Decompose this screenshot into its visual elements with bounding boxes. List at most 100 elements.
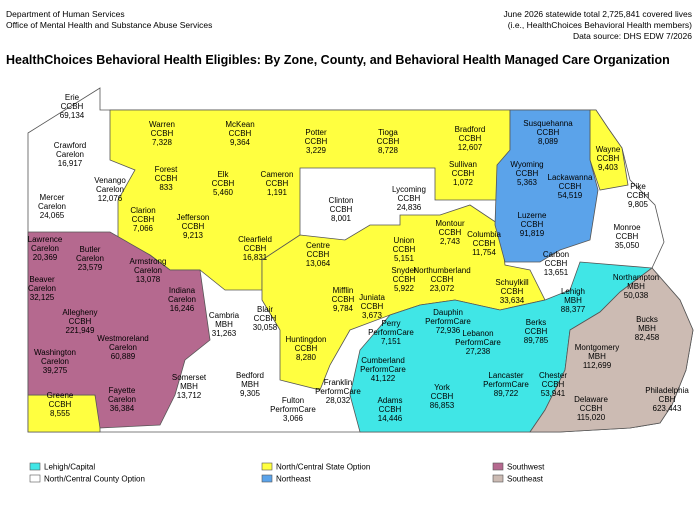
county-lives: 8,280 bbox=[296, 353, 317, 362]
county-label: Montgomery MBH 112,699 bbox=[575, 343, 619, 370]
county-name: Bedford bbox=[236, 371, 264, 380]
county-org: CCBH bbox=[398, 194, 421, 203]
county-label: Union CCBH 5,151 bbox=[393, 236, 416, 263]
note-line: (i.e., HealthChoices Behavioral Health m… bbox=[508, 20, 692, 30]
county-name: Cameron bbox=[261, 170, 294, 179]
county-name: McKean bbox=[225, 120, 254, 129]
county-org: PerformCare bbox=[360, 365, 406, 374]
county-label: Indiana Carelon 16,246 bbox=[168, 286, 196, 313]
county-label: Franklin PerformCare 28,032 bbox=[315, 378, 361, 405]
county-name: Clinton bbox=[329, 196, 354, 205]
county-name: Centre bbox=[306, 241, 331, 250]
county-lives: 72,936 bbox=[436, 326, 461, 335]
county-org: CCBH bbox=[516, 169, 539, 178]
county-name: Monroe bbox=[613, 223, 641, 232]
county-name: Mifflin bbox=[333, 286, 354, 295]
county-label: Schuylkill CCBH 33,634 bbox=[495, 278, 529, 305]
county-name: Somerset bbox=[172, 373, 207, 382]
county-label: Lawrence Carelon 20,369 bbox=[28, 235, 63, 262]
county-label: Tioga CCBH 8,728 bbox=[377, 128, 400, 155]
county-org: PerformCare bbox=[483, 380, 529, 389]
county-label: Dauphin PerformCare 72,936 bbox=[425, 308, 471, 335]
county-label: Lebanon PerformCare 27,238 bbox=[455, 329, 501, 356]
county-lives: 86,853 bbox=[430, 401, 455, 410]
county-name: Indiana bbox=[169, 286, 196, 295]
county-org: MBH bbox=[564, 296, 582, 305]
county-name: Columbia bbox=[467, 230, 501, 239]
county-label: Bedford MBH 9,305 bbox=[236, 371, 264, 398]
county-name: Lackawanna bbox=[548, 173, 593, 182]
county-org: MBH bbox=[215, 320, 233, 329]
county-label: Monroe CCBH 35,050 bbox=[613, 223, 641, 250]
county-label: Snyder CCBH 5,922 bbox=[391, 266, 417, 293]
county-org: CCBH bbox=[295, 344, 318, 353]
county-org: Carelon bbox=[109, 343, 137, 352]
county-org: Carelon bbox=[38, 202, 66, 211]
county-name: Elk bbox=[217, 170, 229, 179]
county-org: CCBH bbox=[542, 380, 565, 389]
county-name: Lawrence bbox=[28, 235, 63, 244]
county-label: Jefferson CCBH 9,213 bbox=[177, 213, 210, 240]
county-name: Lebanon bbox=[462, 329, 493, 338]
org-line: Office of Mental Health and Substance Ab… bbox=[6, 20, 212, 30]
county-org: CCBH bbox=[69, 317, 92, 326]
county-org: CCBH bbox=[597, 154, 620, 163]
county-label: Lackawanna CCBH 54,519 bbox=[548, 173, 593, 200]
county-label: Erie CCBH 69,134 bbox=[60, 93, 85, 120]
county-lives: 8,555 bbox=[50, 409, 71, 418]
county-lives: 24,065 bbox=[40, 211, 65, 220]
county-name: Potter bbox=[305, 128, 327, 137]
county-lives: 9,805 bbox=[628, 200, 649, 209]
legend-swatch bbox=[492, 474, 504, 483]
county-label: Cameron CCBH 1,191 bbox=[261, 170, 294, 197]
county-label: Greene CCBH 8,555 bbox=[47, 391, 74, 418]
county-lives: 23,579 bbox=[78, 263, 103, 272]
county-label: Luzerne CCBH 91,819 bbox=[518, 211, 547, 238]
county-name: Montgomery bbox=[575, 343, 619, 352]
county-org: CCBH bbox=[452, 169, 475, 178]
zone-region bbox=[27, 231, 211, 429]
county-lives: 3,229 bbox=[306, 146, 327, 155]
county-label: Centre CCBH 13,064 bbox=[306, 241, 331, 268]
legend-label: North/Central County Option bbox=[44, 475, 145, 484]
county-lives: 89,785 bbox=[524, 336, 549, 345]
county-name: Franklin bbox=[324, 378, 352, 387]
county-name: Montour bbox=[435, 219, 465, 228]
county-org: Carelon bbox=[168, 295, 196, 304]
note-line: Data source: DHS EDW 7/2026 bbox=[573, 31, 692, 41]
county-lives: 24,836 bbox=[397, 203, 422, 212]
county-name: Schuylkill bbox=[495, 278, 529, 287]
county-label: Cambria MBH 31,263 bbox=[209, 311, 240, 338]
county-lives: 9,305 bbox=[240, 389, 261, 398]
county-name: Union bbox=[394, 236, 415, 245]
county-org: CCBH bbox=[431, 275, 454, 284]
county-lives: 12,607 bbox=[458, 143, 483, 152]
county-lives: 13,651 bbox=[544, 268, 569, 277]
county-org: CCBH bbox=[377, 137, 400, 146]
county-name: Perry bbox=[381, 319, 400, 328]
county-lives: 11,754 bbox=[472, 248, 496, 257]
county-name: Butler bbox=[80, 245, 101, 254]
county-name: Philadelphia bbox=[645, 386, 689, 395]
legend-label: Lehigh/Capital bbox=[44, 463, 95, 472]
county-org: Carelon bbox=[96, 185, 124, 194]
county-lives: 88,377 bbox=[561, 305, 586, 314]
county-org: CCBH bbox=[459, 134, 482, 143]
legend-swatch bbox=[29, 462, 41, 471]
county-lives: 1,191 bbox=[267, 188, 288, 197]
county-name: Clarion bbox=[130, 206, 155, 215]
zone-region bbox=[494, 109, 599, 263]
county-label: Bucks MBH 82,458 bbox=[635, 315, 660, 342]
county-lives: 16,246 bbox=[170, 304, 195, 313]
county-org: CCBH bbox=[212, 179, 235, 188]
county-lives: 9,403 bbox=[598, 163, 619, 172]
legend-label: Southeast bbox=[507, 475, 544, 484]
county-name: Juniata bbox=[359, 293, 385, 302]
county-label: Washington Carelon 39,275 bbox=[34, 348, 76, 375]
org-line: Department of Human Services bbox=[6, 9, 125, 19]
county-lives: 91,819 bbox=[520, 229, 545, 238]
county-org: CCBH bbox=[132, 215, 155, 224]
county-org: CCBH bbox=[361, 302, 384, 311]
county-label: Blair CCBH 30,058 bbox=[253, 305, 278, 332]
